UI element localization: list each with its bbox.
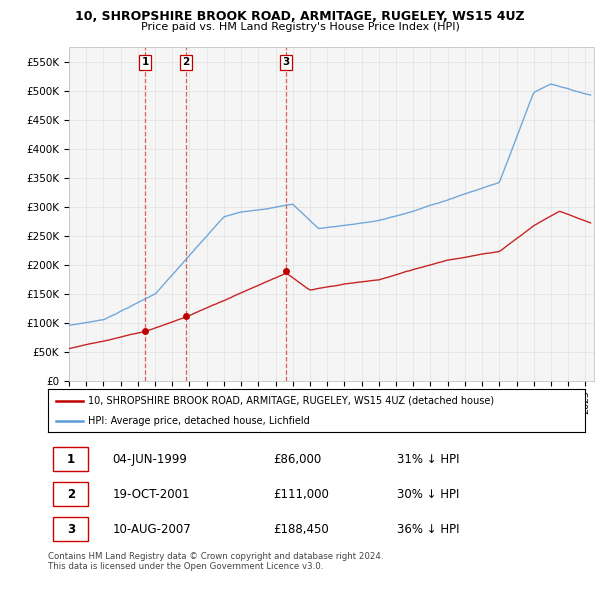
Text: 3: 3 [67, 523, 75, 536]
Text: Contains HM Land Registry data © Crown copyright and database right 2024.
This d: Contains HM Land Registry data © Crown c… [48, 552, 383, 571]
Text: 30% ↓ HPI: 30% ↓ HPI [397, 487, 460, 501]
Text: HPI: Average price, detached house, Lichfield: HPI: Average price, detached house, Lich… [88, 416, 310, 426]
Text: 19-OCT-2001: 19-OCT-2001 [112, 487, 190, 501]
Text: 3: 3 [283, 57, 290, 67]
Text: £111,000: £111,000 [274, 487, 329, 501]
Bar [53, 447, 88, 471]
Text: Price paid vs. HM Land Registry's House Price Index (HPI): Price paid vs. HM Land Registry's House … [140, 22, 460, 32]
Bar [53, 482, 88, 506]
Text: £188,450: £188,450 [274, 523, 329, 536]
Text: 04-JUN-1999: 04-JUN-1999 [112, 453, 187, 466]
Text: 36% ↓ HPI: 36% ↓ HPI [397, 523, 460, 536]
Text: 2: 2 [182, 57, 190, 67]
Bar [53, 517, 88, 541]
Text: £86,000: £86,000 [274, 453, 322, 466]
Text: 10, SHROPSHIRE BROOK ROAD, ARMITAGE, RUGELEY, WS15 4UZ: 10, SHROPSHIRE BROOK ROAD, ARMITAGE, RUG… [75, 10, 525, 23]
Text: 31% ↓ HPI: 31% ↓ HPI [397, 453, 460, 466]
Text: 1: 1 [142, 57, 149, 67]
Text: 1: 1 [67, 453, 75, 466]
Text: 10, SHROPSHIRE BROOK ROAD, ARMITAGE, RUGELEY, WS15 4UZ (detached house): 10, SHROPSHIRE BROOK ROAD, ARMITAGE, RUG… [88, 396, 494, 406]
Text: 2: 2 [67, 487, 75, 501]
Text: 10-AUG-2007: 10-AUG-2007 [112, 523, 191, 536]
